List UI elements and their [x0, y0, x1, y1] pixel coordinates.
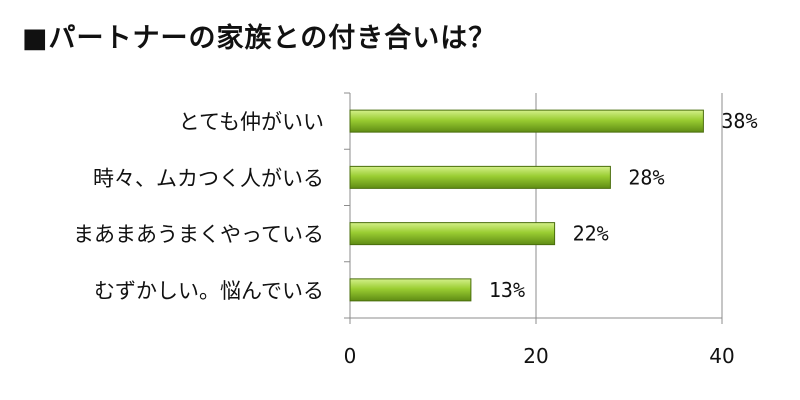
category-label: とても仲がいい	[179, 110, 324, 134]
bar	[349, 165, 611, 189]
bar-layer	[349, 109, 704, 302]
category-label: まあまあうまくやっている	[73, 223, 324, 247]
value-label: 13%	[489, 278, 525, 302]
value-label: 38%	[721, 109, 757, 133]
value-label: 22%	[573, 222, 609, 246]
x-tick-label: 20	[523, 344, 548, 368]
label-layer: 0 20 40 とても仲がいい 38% 時々、ムカつく人がいる 28% まあまあうまくやってい…	[73, 109, 757, 368]
bar	[349, 222, 556, 246]
x-tick-label: 0	[344, 344, 357, 368]
bar	[349, 278, 472, 302]
x-tick-label: 40	[709, 344, 734, 368]
category-label: むずかしい。悩んでいる	[94, 279, 324, 303]
bar	[349, 109, 704, 133]
value-label: 28%	[628, 165, 664, 189]
chart-title: ■パートナーの家族との付き合いは？	[22, 23, 497, 54]
category-label: 時々、ムカつく人がいる	[93, 166, 324, 190]
